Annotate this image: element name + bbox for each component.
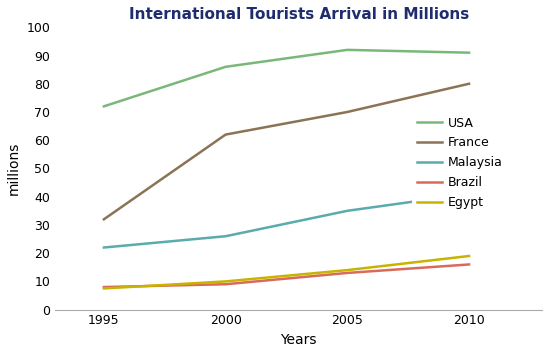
Brazil xyxy=(222,282,229,286)
France xyxy=(222,132,229,137)
Malaysia xyxy=(466,192,472,196)
Line: Brazil: Brazil xyxy=(104,264,469,287)
Title: International Tourists Arrival in Millions: International Tourists Arrival in Millio… xyxy=(128,7,469,22)
Brazil xyxy=(344,271,351,275)
Brazil xyxy=(100,285,107,289)
Malaysia xyxy=(100,245,107,250)
Legend: USA, France, Malaysia, Brazil, Egypt: USA, France, Malaysia, Brazil, Egypt xyxy=(412,112,508,214)
Line: Malaysia: Malaysia xyxy=(104,194,469,247)
France xyxy=(100,217,107,221)
Egypt xyxy=(100,286,107,291)
USA xyxy=(100,104,107,108)
Malaysia xyxy=(222,234,229,238)
Egypt xyxy=(222,279,229,284)
Brazil xyxy=(466,262,472,267)
USA xyxy=(466,51,472,55)
Malaysia xyxy=(344,209,351,213)
USA xyxy=(222,65,229,69)
X-axis label: Years: Years xyxy=(281,333,317,347)
USA xyxy=(344,48,351,52)
Line: Egypt: Egypt xyxy=(104,256,469,289)
Egypt xyxy=(466,254,472,258)
Y-axis label: millions: millions xyxy=(7,142,21,195)
Egypt xyxy=(344,268,351,272)
France xyxy=(344,110,351,114)
Line: France: France xyxy=(104,84,469,219)
France xyxy=(466,82,472,86)
Line: USA: USA xyxy=(104,50,469,106)
